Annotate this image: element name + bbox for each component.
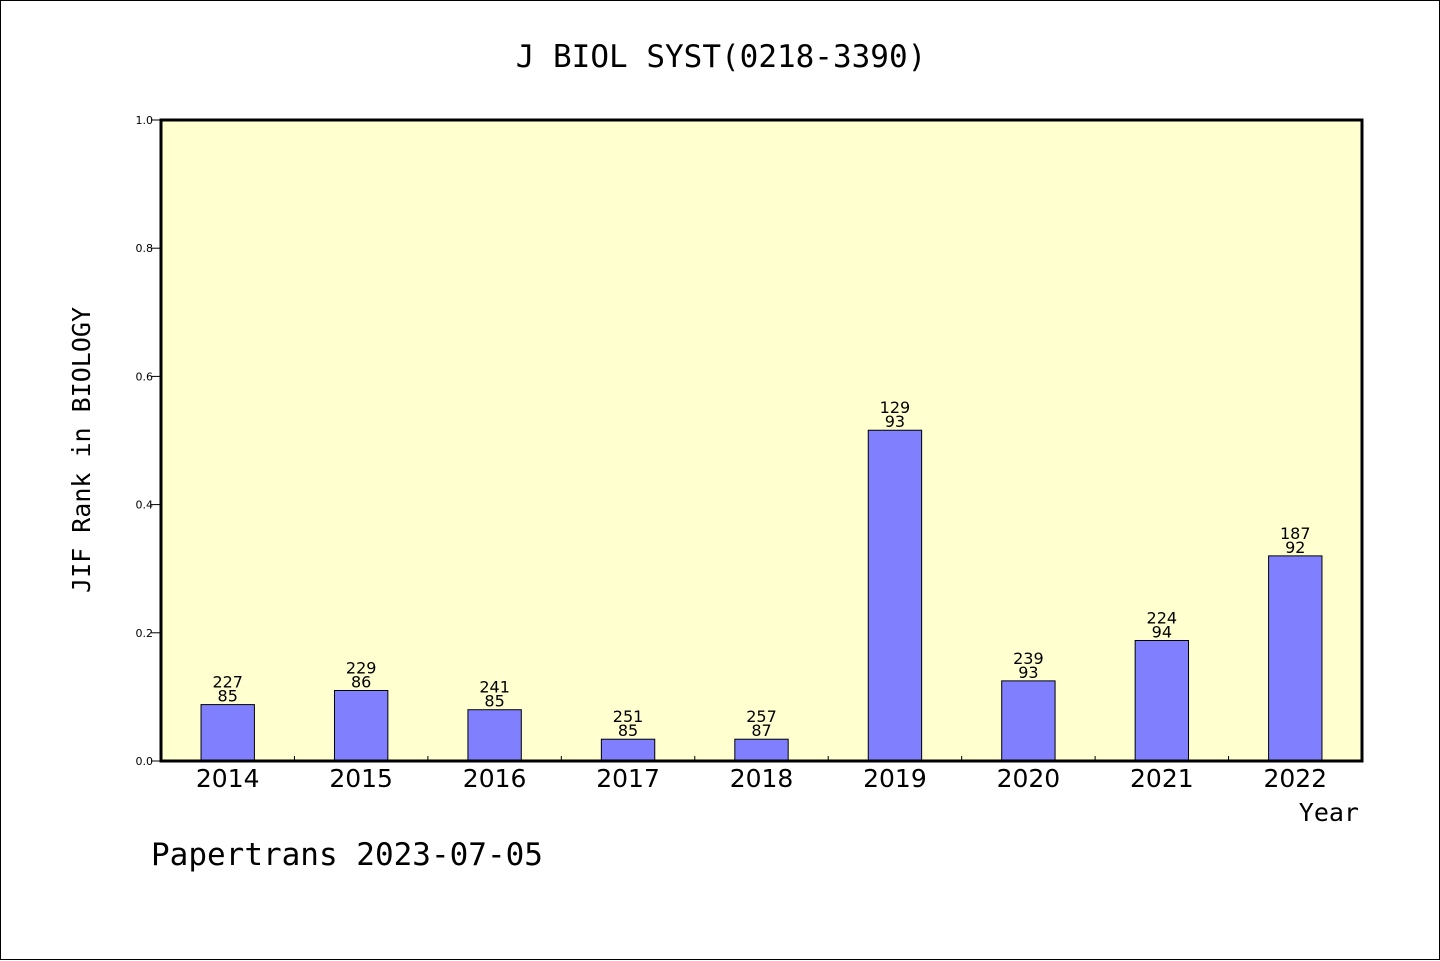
- bar-2014: [200, 704, 255, 762]
- bar-label-rank-2018: 257: [746, 707, 777, 726]
- x-axis-label: Year: [1299, 798, 1359, 827]
- bar-label-count-2017: 85: [618, 721, 638, 740]
- bar-label-count-2014: 85: [218, 687, 238, 706]
- bar-label-rank-2019: 129: [880, 398, 911, 417]
- x-tick-label-2016: 2016: [463, 764, 527, 793]
- x-tick-label-2014: 2014: [196, 764, 260, 793]
- bar-2016: [467, 709, 522, 762]
- x-tick-label-2017: 2017: [596, 764, 660, 793]
- y-tick-label-0.4: 0.4: [136, 499, 154, 512]
- bar-2015: [333, 689, 389, 762]
- bar-2018: [734, 738, 789, 762]
- y-tick-label-0.6: 0.6: [136, 370, 154, 383]
- watermark-text: Papertrans 2023-07-05: [151, 837, 543, 873]
- bar-label-rank-2014: 227: [212, 673, 243, 692]
- x-tick-label-2015: 2015: [329, 764, 393, 793]
- bar-label-rank-2022: 187: [1280, 524, 1311, 543]
- y-axis-label: JIF Rank in BIOLOGY: [67, 307, 96, 593]
- bar-2021: [1134, 639, 1190, 762]
- bar-2017: [600, 738, 656, 762]
- bar-label-rank-2021: 224: [1147, 608, 1178, 627]
- bar-label-count-2021: 94: [1152, 622, 1172, 641]
- x-tick-label-2022: 2022: [1263, 764, 1327, 793]
- x-tick-label-2020: 2020: [997, 764, 1061, 793]
- y-tick-label-0.8: 0.8: [136, 242, 154, 255]
- plot-border: [159, 118, 1364, 763]
- y-tick-label-1.0: 1.0: [136, 114, 154, 127]
- bar-label-rank-2016: 241: [479, 678, 510, 697]
- bar-label-rank-2017: 251: [613, 707, 644, 726]
- y-axis: 0.0 0.2 0.4 0.6 0.8 1.0: [136, 114, 161, 768]
- x-tick-label-2019: 2019: [863, 764, 927, 793]
- bar-label-count-2020: 93: [1018, 663, 1038, 682]
- bar-label-rank-2015: 229: [346, 658, 377, 677]
- bar-label-count-2018: 87: [751, 721, 771, 740]
- bars-group: [200, 429, 1323, 762]
- chart-title: J BIOL SYST(0218-3390): [516, 39, 927, 75]
- y-tick-label-0.0: 0.0: [136, 755, 154, 768]
- x-tick-label-2018: 2018: [730, 764, 794, 793]
- bar-label-count-2015: 86: [351, 672, 371, 691]
- bar-label-count-2016: 85: [484, 692, 504, 711]
- bar-2022: [1268, 555, 1323, 762]
- x-tick-label-2021: 2021: [1130, 764, 1194, 793]
- bar-2020: [1001, 680, 1056, 762]
- bar-label-count-2019: 93: [885, 412, 905, 431]
- y-tick-label-0.2: 0.2: [136, 627, 154, 640]
- x-axis: 2014 2015 2016 2017 2018 2019 2020 2021 2022: [196, 756, 1327, 793]
- bar-label-count-2022: 92: [1285, 538, 1305, 557]
- bar-2019: [867, 429, 923, 762]
- bar-label-rank-2020: 239: [1013, 649, 1044, 668]
